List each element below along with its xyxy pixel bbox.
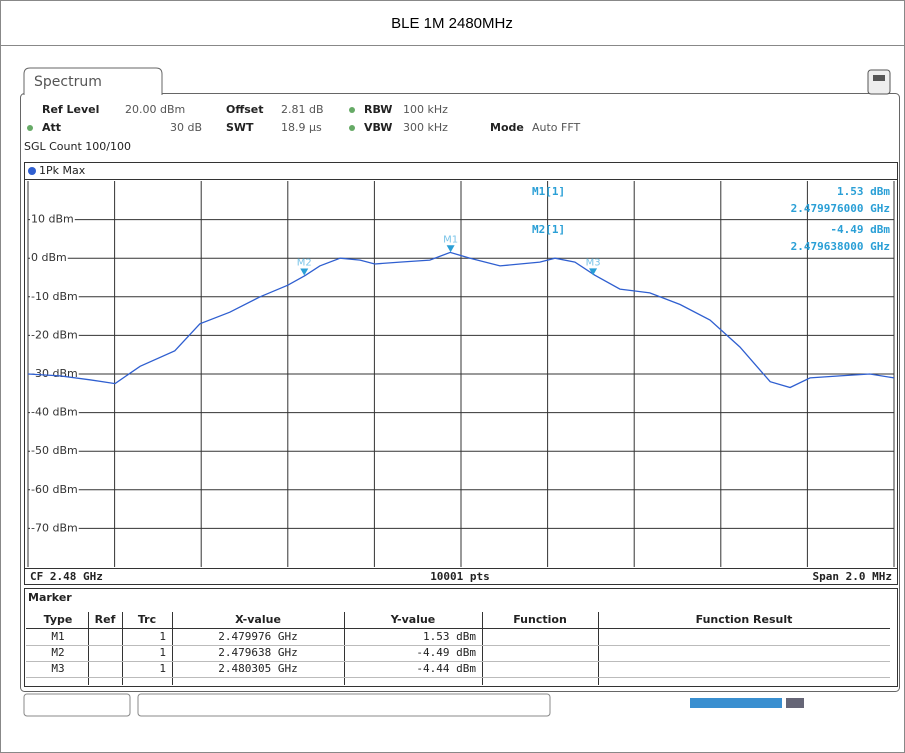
marker	[446, 245, 455, 253]
marker-label: M2	[297, 258, 312, 269]
setting-label: Att	[42, 121, 61, 134]
setting-label: VBW	[364, 121, 392, 134]
menu-icon[interactable]	[867, 69, 891, 95]
tab-label[interactable]: Spectrum	[34, 74, 102, 90]
table-header: Ref	[95, 613, 116, 626]
marker-info-label: M2[1]	[532, 223, 565, 236]
trace-indicator	[28, 167, 36, 175]
marker	[300, 268, 309, 276]
indicator	[27, 125, 33, 131]
trace-label: 1Pk Max	[39, 164, 86, 177]
marker-info-freq: 2.479976000 GHz	[791, 202, 890, 215]
setting-value: 100 kHz	[403, 103, 448, 116]
footer-left: CF 2.48 GHz	[30, 570, 103, 583]
table-header: Y-value	[390, 613, 436, 626]
marker-table-frame	[24, 588, 898, 687]
y-tick-label-bg	[30, 251, 68, 265]
setting-label: Offset	[226, 103, 264, 116]
table-cell: 2.480305 GHz	[218, 662, 297, 675]
footer-right: Span 2.0 MHz	[813, 570, 892, 583]
y-tick-label-bg	[30, 289, 79, 303]
table-cell: 1	[159, 630, 166, 643]
setting-label: RBW	[364, 103, 392, 116]
status-box	[137, 693, 551, 717]
marker-table-title: Marker	[28, 591, 72, 604]
table-cell: 1	[159, 646, 166, 659]
footer-center: 10001 pts	[430, 570, 490, 583]
y-tick-label: -70 dBm	[31, 521, 78, 534]
marker-info-value: -4.49 dBm	[830, 223, 890, 236]
table-header: Trc	[138, 613, 156, 626]
table-cell: 1.53 dBm	[423, 630, 476, 643]
y-tick-label: -10 dBm	[31, 290, 78, 303]
table-header: Function Result	[696, 613, 793, 626]
trace	[27, 251, 895, 389]
table-cell: 2.479638 GHz	[218, 646, 297, 659]
status-icon	[786, 698, 804, 708]
y-tick-label-bg	[30, 521, 79, 535]
y-tick-label: -30 dBm	[31, 367, 78, 380]
table-cell: -4.49 dBm	[416, 646, 476, 659]
setting-label: Mode	[490, 121, 524, 134]
table-cell: M1	[51, 630, 64, 643]
marker-info-label: M1[1]	[532, 185, 565, 198]
y-tick-label: -40 dBm	[31, 406, 78, 419]
tab[interactable]	[23, 67, 163, 95]
indicator	[349, 107, 355, 113]
y-tick-label-bg	[30, 444, 79, 458]
table-cell: 2.479976 GHz	[218, 630, 297, 643]
y-tick-label-bg	[30, 482, 79, 496]
progress-indicator	[690, 698, 782, 708]
y-tick-label: 0 dBm	[31, 251, 67, 264]
setting-value: 300 kHz	[403, 121, 448, 134]
y-tick-label: -50 dBm	[31, 444, 78, 457]
sweep-count: SGL Count 100/100	[24, 140, 131, 153]
marker-label: M1	[443, 234, 458, 245]
marker	[589, 268, 598, 276]
setting-value: 2.81 dB	[281, 103, 324, 116]
setting-value: 20.00 dBm	[125, 103, 185, 116]
menu-icon-part	[873, 75, 885, 81]
setting-value: 30 dB	[170, 121, 202, 134]
marker-info-freq: 2.479638000 GHz	[791, 240, 890, 253]
setting-value: 18.9 µs	[281, 121, 322, 134]
setting-label: Ref Level	[42, 103, 99, 116]
status-box	[23, 693, 131, 717]
indicator	[349, 125, 355, 131]
table-header: X-value	[235, 613, 281, 626]
y-tick-label: 10 dBm	[31, 213, 74, 226]
table-header: Type	[44, 613, 73, 626]
table-cell: 1	[159, 662, 166, 675]
table-header: Function	[513, 613, 567, 626]
table-cell: M3	[51, 662, 64, 675]
table-cell: M2	[51, 646, 64, 659]
y-tick-label-bg	[30, 212, 75, 226]
table-cell: -4.44 dBm	[416, 662, 476, 675]
marker-label: M3	[586, 257, 601, 268]
y-tick-label: -60 dBm	[31, 483, 78, 496]
page-title: BLE 1M 2480MHz	[391, 15, 513, 32]
setting-label: SWT	[226, 121, 254, 134]
y-tick-label: -20 dBm	[31, 328, 78, 341]
marker-info-value: 1.53 dBm	[837, 185, 890, 198]
setting-value: Auto FFT	[532, 121, 580, 134]
y-tick-label-bg	[30, 405, 79, 419]
y-tick-label-bg	[30, 328, 79, 342]
